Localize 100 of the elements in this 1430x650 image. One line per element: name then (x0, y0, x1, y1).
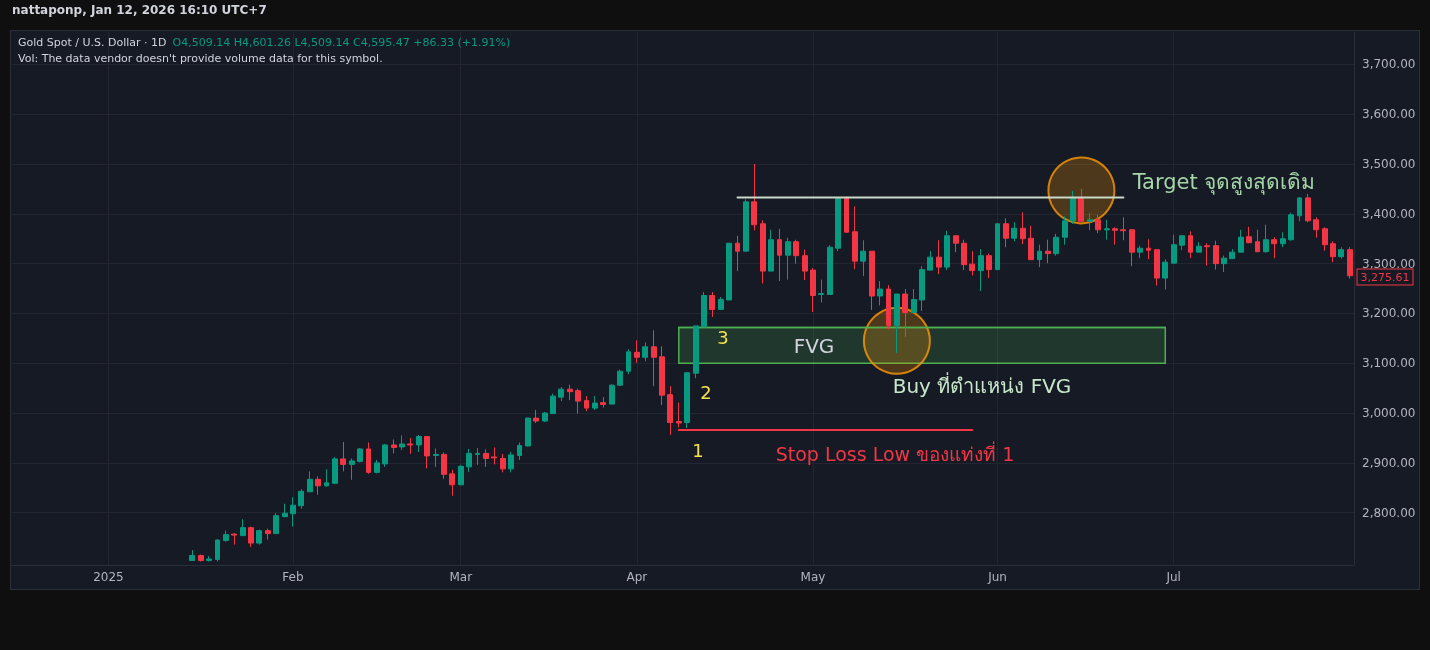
candlestick (844, 195, 849, 233)
candlestick (701, 291, 707, 328)
candlestick (1171, 234, 1177, 264)
y-tick-label: 3,500.00 (1362, 157, 1416, 171)
candlestick (500, 453, 506, 473)
candlestick (458, 464, 464, 486)
candlestick (1078, 188, 1084, 222)
candlestick (609, 383, 615, 405)
candlestick (491, 446, 497, 465)
annotation: 2 (700, 382, 712, 404)
candlestick (1322, 226, 1328, 252)
annotation: 3 (717, 327, 729, 349)
candlestick (1229, 248, 1235, 260)
candlestick (827, 244, 833, 296)
candlestick (911, 288, 917, 313)
candlestick (944, 230, 950, 271)
candlestick (483, 448, 489, 468)
y-tick-label: 2,900.00 (1362, 455, 1416, 470)
text: nattaponp, Jan 12, 2026 16:10 UTC+7 (12, 2, 267, 19)
annotation: FVG (793, 334, 835, 358)
candlestick (391, 438, 397, 454)
candlestick (626, 348, 631, 375)
annotation: Buy ที่ตำแหน่ง FVG (892, 374, 1072, 398)
candlestick (374, 459, 380, 474)
y-tick-label: 3,400.00 (1362, 206, 1416, 221)
candlestick (550, 393, 556, 415)
candlestick (818, 279, 824, 303)
candlestick (416, 434, 422, 453)
candlestick (1087, 212, 1093, 231)
candlestick (785, 237, 791, 281)
candlestick (1070, 190, 1076, 225)
candlestick (667, 385, 673, 436)
candlestick (517, 441, 522, 461)
candlestick (793, 239, 799, 265)
candlestick (256, 529, 262, 546)
candlestick (558, 386, 564, 402)
candlestick (1020, 211, 1026, 245)
candlestick (886, 284, 891, 330)
y-tick-label: 2,800.00 (1362, 505, 1416, 520)
candlestick (735, 235, 740, 272)
candlestick (978, 248, 984, 292)
candlestick (575, 388, 581, 415)
candlestick (953, 235, 959, 253)
candlestick (894, 293, 900, 354)
candlestick (315, 475, 321, 496)
candlestick (1330, 240, 1336, 263)
candlestick (919, 265, 925, 312)
candlestick (231, 532, 237, 546)
chart-subtitle: O4,509.14 H4,601.26 L4,509.14 C4,595.47 +86.33 (+1.91%) (172, 36, 511, 49)
candlestick (634, 339, 640, 364)
candlestick (802, 249, 808, 281)
candlestick (1104, 219, 1110, 241)
y-tick-label: 3,300.00 (1362, 256, 1416, 271)
candlestick (1263, 224, 1269, 254)
candlestick (1120, 216, 1126, 241)
candlestick (1305, 193, 1311, 223)
candlestick (508, 451, 514, 473)
candlestick (1288, 212, 1294, 242)
candlestick (273, 512, 279, 535)
candlestick (1238, 229, 1244, 253)
candlestick (525, 417, 531, 447)
candlestick (684, 372, 690, 429)
candlestick (1221, 255, 1227, 273)
candlestick (1246, 226, 1252, 244)
candlestick (659, 345, 665, 406)
candlestick (584, 395, 589, 412)
candlestick (357, 447, 363, 463)
x-tick-label: 2025 (93, 570, 124, 584)
candlestick (1112, 226, 1118, 246)
candlestick (718, 296, 724, 310)
candlestick (298, 488, 304, 510)
candlestick (860, 239, 866, 277)
candlestick (1347, 246, 1353, 280)
candlestick (189, 549, 195, 562)
candlestick (340, 441, 346, 472)
candlestick (1003, 217, 1009, 248)
candlestick (324, 468, 329, 488)
y-tick-label: 3,000.00 (1362, 406, 1416, 421)
candlestick (1196, 241, 1202, 253)
candlestick (265, 528, 271, 541)
candlestick (1204, 242, 1210, 267)
x-tick-label: Mar (449, 570, 473, 584)
candlestick (852, 205, 858, 270)
annotation: Target จุดสูงสุดเดิม (1132, 169, 1316, 195)
candlestick (475, 447, 480, 466)
candlestick (382, 443, 388, 468)
candlestick (542, 411, 548, 423)
candlestick (1129, 228, 1135, 267)
candlestick (986, 253, 992, 279)
candlestick (407, 437, 413, 455)
candlestick (533, 409, 539, 424)
candlestick (1313, 216, 1319, 239)
candlestick (1146, 238, 1151, 260)
candlestick (600, 396, 606, 409)
candlestick (449, 469, 455, 497)
candlestick (1213, 240, 1219, 271)
candlestick (223, 530, 229, 543)
candlestick (969, 250, 975, 277)
candlestick (366, 441, 371, 475)
annotation: Vol: The data vendor doesn't provide volume data for this symbol. (18, 51, 383, 66)
